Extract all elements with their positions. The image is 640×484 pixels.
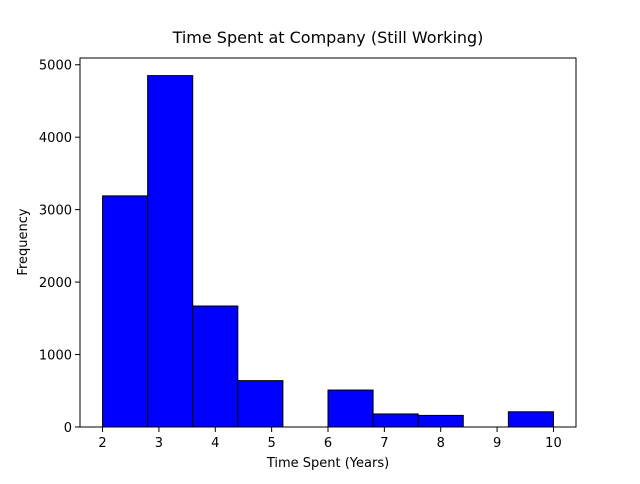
x-tick-label: 3 xyxy=(155,436,163,451)
x-axis-label: Time Spent (Years) xyxy=(266,456,389,471)
x-tick-label: 5 xyxy=(267,436,275,451)
x-tick-label: 10 xyxy=(545,436,562,451)
x-tick-label: 9 xyxy=(493,436,501,451)
bar xyxy=(192,305,239,428)
bar xyxy=(237,380,284,428)
y-tick-label: 5000 xyxy=(39,59,72,74)
x-tick-label: 8 xyxy=(437,436,445,451)
y-tick-label: 1000 xyxy=(39,349,72,364)
bar xyxy=(102,195,149,428)
bar xyxy=(372,413,419,428)
y-axis-label: Frequency xyxy=(16,208,31,275)
y-tick-label: 3000 xyxy=(39,204,72,219)
y-tick-label: 4000 xyxy=(39,131,72,146)
bar xyxy=(147,75,194,428)
x-tick-label: 2 xyxy=(98,436,106,451)
bar xyxy=(507,411,554,428)
bar xyxy=(327,389,374,428)
y-tick-label: 0 xyxy=(64,421,72,436)
bar xyxy=(417,414,464,428)
x-tick-label: 7 xyxy=(380,436,388,451)
chart-title: Time Spent at Company (Still Working) xyxy=(172,28,484,47)
x-tick-label: 6 xyxy=(324,436,332,451)
x-tick-label: 4 xyxy=(211,436,219,451)
y-tick-label: 2000 xyxy=(39,276,72,291)
